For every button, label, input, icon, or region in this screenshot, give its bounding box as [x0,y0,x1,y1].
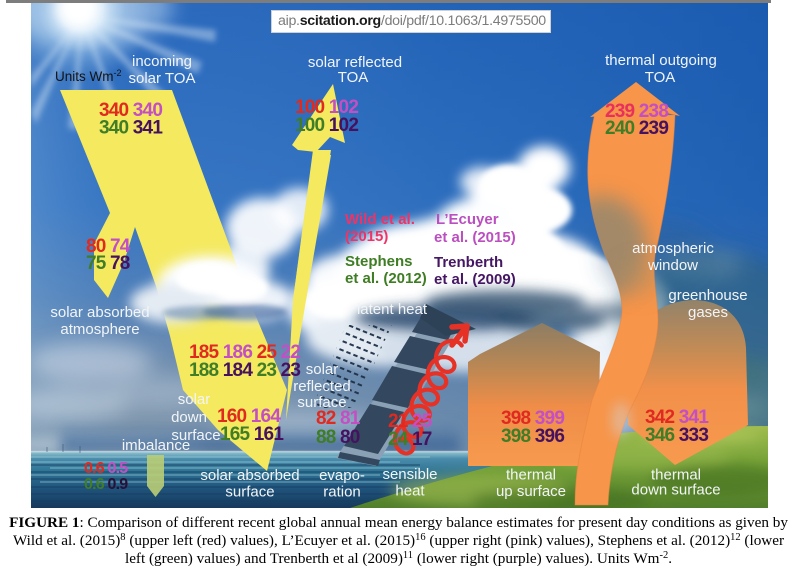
svg-text:atmosphere: atmosphere [60,321,139,338]
svg-text:188 184 23 23: 188 184 23 23 [189,360,300,381]
svg-text:heat: heat [395,483,425,500]
svg-text:et al. (2009): et al. (2009) [434,271,516,288]
svg-text:240 239: 240 239 [605,118,668,139]
svg-text:0.6 0.9: 0.6 0.9 [84,476,128,493]
svg-text:Stephens: Stephens [345,253,413,270]
svg-text:evapo-: evapo- [319,467,365,484]
svg-text:sensible: sensible [382,466,437,483]
svg-text:surface: surface [225,484,274,501]
svg-text:thermal: thermal [651,467,701,484]
svg-text:165 161: 165 161 [220,424,284,445]
svg-text:340 341: 340 341 [99,118,163,139]
svg-text:21 25: 21 25 [388,411,433,432]
svg-text:et al. (2012): et al. (2012) [345,270,427,287]
svg-text:(2015): (2015) [345,228,388,245]
svg-text:185 186 25 22: 185 186 25 22 [189,342,300,363]
svg-text:et al. (2015): et al. (2015) [434,229,516,246]
svg-text:surface: surface [171,427,220,444]
svg-text:239 238: 239 238 [605,101,668,122]
svg-text:Trenberth: Trenberth [434,254,503,271]
svg-text:solar reflected: solar reflected [308,54,402,71]
svg-text:Wild et al.: Wild et al. [345,211,415,228]
svg-text:80 74: 80 74 [86,236,131,257]
svg-text:solar absorbed: solar absorbed [50,304,149,321]
svg-text:L’Ecuyer: L’Ecuyer [436,211,499,228]
svg-text:surface: surface [297,394,346,411]
svg-text:346 333: 346 333 [645,425,708,446]
svg-text:88 80: 88 80 [316,427,360,448]
svg-text:ration: ration [323,484,361,501]
svg-text:incoming: incoming [132,53,192,70]
svg-text:100 102: 100 102 [295,97,358,118]
svg-text:TOA: TOA [338,69,369,86]
svg-text:24 17: 24 17 [388,429,432,450]
svg-text:75 78: 75 78 [86,253,130,274]
svg-text:solar: solar [306,361,339,378]
svg-text:latent heat: latent heat [357,301,428,318]
svg-text:gases: gases [688,304,728,321]
svg-text:398 396: 398 396 [501,426,564,447]
svg-text:down surface: down surface [631,482,720,499]
svg-text:0.6 0.5: 0.6 0.5 [84,460,128,477]
svg-text:window: window [647,257,698,274]
svg-text:340 340: 340 340 [99,100,162,121]
svg-text:398 399: 398 399 [501,408,564,429]
svg-text:solar TOA: solar TOA [129,70,196,87]
svg-text:imbalance: imbalance [122,437,190,454]
svg-text:reflected: reflected [293,378,351,395]
svg-text:atmospheric: atmospheric [632,240,714,257]
svg-text:100 102: 100 102 [295,115,358,136]
svg-text:Units Wm-2: Units Wm-2 [55,68,122,84]
svg-text:solar absorbed: solar absorbed [200,467,299,484]
svg-text:greenhouse: greenhouse [668,287,747,304]
svg-text:160 164: 160 164 [217,406,281,427]
svg-text:down: down [171,409,207,426]
svg-text:solar: solar [178,391,211,408]
svg-text:up surface: up surface [496,483,566,500]
svg-text:thermal: thermal [506,467,556,484]
svg-text:thermal outgoing: thermal outgoing [605,52,717,69]
svg-text:342 341: 342 341 [645,407,709,428]
svg-text:82 81: 82 81 [316,408,361,429]
svg-text:TOA: TOA [645,69,676,86]
